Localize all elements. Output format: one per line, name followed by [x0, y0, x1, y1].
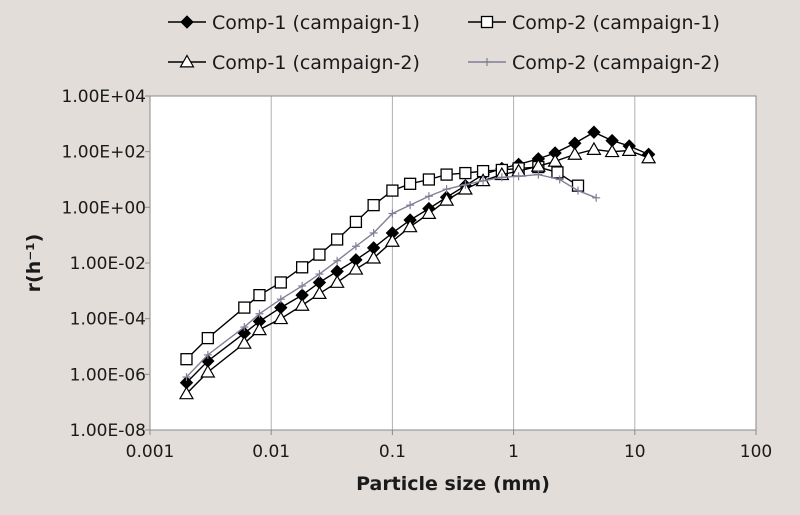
data-point	[182, 373, 191, 382]
data-point	[547, 153, 563, 167]
legend-label: Comp-1 (campaign-1)	[212, 12, 420, 34]
data-point	[388, 209, 397, 218]
legend-label: Comp-2 (campaign-1)	[512, 12, 720, 34]
data-point	[240, 323, 249, 332]
data-point	[439, 192, 455, 206]
data-point	[574, 186, 583, 195]
data-point	[330, 233, 344, 246]
data-point	[514, 172, 523, 181]
data-point	[294, 297, 310, 311]
data-point	[315, 270, 324, 279]
y-tick-label: 1.00E-04	[70, 310, 146, 330]
y-tick-label: 1.00E+02	[62, 143, 146, 163]
data-point	[440, 168, 453, 181]
series-line	[185, 173, 597, 378]
data-point	[424, 192, 433, 201]
x-tick-label: 1	[508, 442, 519, 462]
data-point	[311, 285, 327, 300]
data-point	[179, 54, 195, 68]
x-tick-label: 100	[740, 442, 772, 462]
data-point	[251, 322, 267, 336]
data-point	[276, 295, 285, 304]
data-point	[253, 288, 266, 302]
data-point	[349, 215, 363, 229]
data-point	[236, 335, 252, 349]
x-axis: 0.001 0.01 0.1 1 10 100	[126, 430, 772, 462]
data-point	[348, 261, 364, 275]
data-point	[386, 184, 399, 197]
data-point	[178, 386, 195, 400]
legend-item: Comp-2 (campaign-1)	[468, 12, 720, 34]
x-tick-label: 0.001	[126, 442, 175, 462]
data-point	[329, 274, 345, 288]
data-point	[367, 198, 380, 212]
y-tick-label: 1.00E-08	[70, 421, 146, 441]
data-point	[479, 176, 488, 185]
data-point	[366, 250, 382, 264]
data-point	[369, 228, 378, 237]
data-point	[313, 248, 326, 261]
legend-label: Comp-2 (campaign-2)	[512, 52, 720, 74]
data-point	[592, 193, 601, 202]
series-4	[182, 170, 601, 382]
x-tick-label: 0.01	[252, 442, 290, 462]
data-point	[402, 219, 418, 233]
data-point	[274, 276, 287, 289]
data-point	[351, 242, 360, 251]
data-point	[201, 331, 214, 345]
y-axis: 1.00E-08 1.00E-06 1.00E-04 1.00E-02 1.00E+00…	[62, 87, 150, 441]
data-point	[180, 353, 193, 366]
data-point	[180, 15, 194, 29]
legend-label: Comp-1 (campaign-2)	[212, 52, 420, 74]
x-tick-label: 0.1	[379, 442, 406, 462]
data-point	[586, 141, 602, 155]
data-point	[442, 185, 451, 194]
data-point	[255, 309, 264, 318]
data-point	[551, 166, 564, 179]
legend-item: Comp-1 (campaign-1)	[168, 12, 420, 34]
x-axis-title: Particle size (mm)	[356, 473, 550, 495]
data-point	[384, 233, 400, 247]
y-tick-label: 1.00E-02	[70, 254, 146, 274]
data-point	[621, 142, 637, 156]
data-point	[403, 177, 417, 190]
data-point	[497, 173, 506, 182]
data-point	[421, 205, 437, 219]
data-point	[333, 256, 342, 265]
data-point	[555, 175, 564, 184]
data-point	[422, 173, 436, 186]
legend-item: Comp-1 (campaign-2)	[168, 52, 420, 74]
series-layer	[178, 125, 657, 400]
legend-item: Comp-2 (campaign-2)	[468, 52, 720, 74]
y-tick-label: 1.00E+00	[62, 198, 146, 218]
data-point	[641, 150, 657, 164]
plot-area	[150, 96, 756, 430]
y-axis-title: r(h⁻¹)	[23, 234, 45, 293]
data-point	[273, 310, 289, 325]
data-point	[567, 146, 583, 160]
x-tick-label: 10	[624, 442, 646, 462]
data-point	[298, 281, 307, 290]
y-tick-label: 1.00E-06	[70, 365, 146, 385]
data-point	[203, 350, 212, 359]
data-point	[480, 15, 494, 29]
data-point	[238, 301, 251, 314]
data-point	[200, 364, 216, 378]
data-point	[459, 166, 472, 180]
data-point	[461, 180, 470, 189]
data-point	[534, 170, 543, 179]
data-point	[587, 125, 601, 139]
legend: Comp-1 (campaign-1) Comp-2 (campaign-1) Co…	[168, 12, 720, 74]
data-point	[406, 201, 415, 210]
data-point	[295, 261, 309, 274]
data-point	[483, 58, 491, 66]
y-tick-label: 1.00E+04	[62, 87, 146, 107]
data-point	[604, 143, 620, 158]
